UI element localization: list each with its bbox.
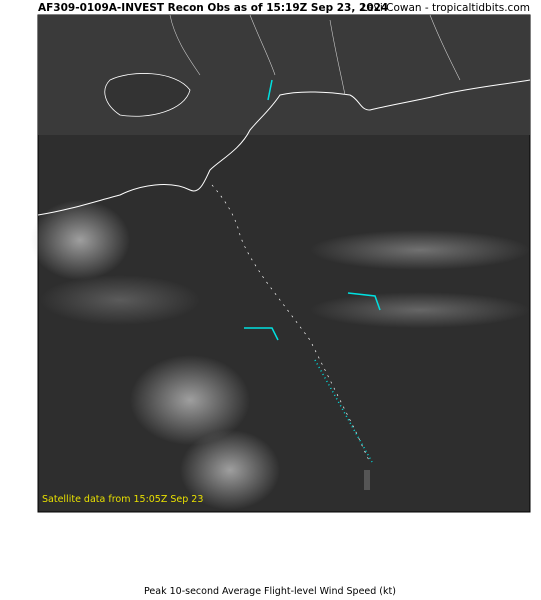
cloud [180,430,280,510]
flight-track [211,184,371,463]
cloud [310,292,530,328]
title: AF309-0109A-INVEST Recon Obs as of 15:19… [38,2,388,14]
cloud [130,355,250,445]
barb [347,292,381,311]
satellite-note: Satellite data from 15:05Z Sep 23 [42,494,203,505]
colorbar-label: Peak 10-second Average Flight-level Wind… [144,586,396,597]
cloud [40,275,200,325]
barb [267,79,273,101]
credit: Levi Cowan - tropicaltidbits.com [362,2,530,14]
cloud [310,230,530,270]
map: Satellite data from 15:05Z Sep 23 [30,14,531,513]
lake-pontchartrain [104,73,191,117]
barb [244,327,279,341]
rivers [169,14,461,96]
cloud [30,200,130,280]
aircraft-end [364,470,370,490]
coastline [37,79,531,216]
land-shade [38,15,530,135]
